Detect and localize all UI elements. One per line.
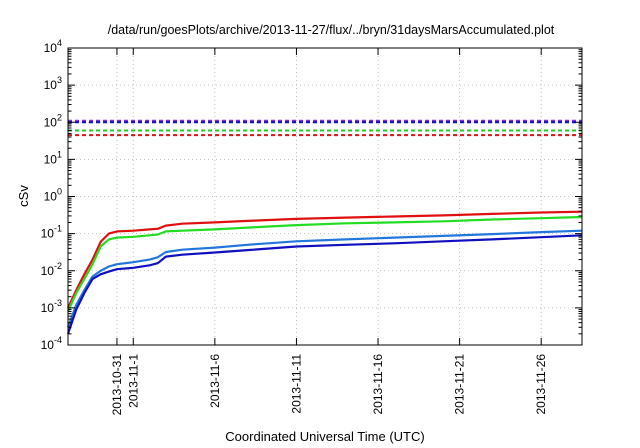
series-group [66, 210, 583, 335]
grid [68, 48, 582, 345]
y-tick-label: 101 [44, 149, 62, 166]
y-tick-exponent: -2 [54, 261, 62, 271]
series-line [66, 215, 583, 312]
x-tick-label: 2013-11-6 [208, 354, 222, 408]
y-tick-label: 10-2 [41, 261, 62, 278]
y-axis-label: cSv [16, 185, 31, 207]
y-tick-exponent: 2 [57, 112, 62, 122]
y-tick-label: 10-4 [41, 335, 62, 352]
y-tick-exponent: -3 [54, 298, 62, 308]
x-tick-label: 2013-11-1 [126, 354, 140, 408]
y-tick-label: 100 [44, 187, 62, 204]
series-line [66, 234, 583, 335]
y-tick-label: 102 [44, 112, 62, 129]
y-tick-label: 104 [44, 38, 62, 55]
y-tick-exponent: 1 [57, 149, 62, 159]
y-tick-exponent: 0 [57, 187, 62, 197]
x-tick-label: 2013-11-11 [289, 354, 303, 414]
y-tick-exponent: -4 [54, 335, 62, 345]
y-tick-label: 103 [44, 75, 62, 92]
x-tick-label: 2013-11-16 [371, 354, 385, 415]
x-tick-label: 2013-10-31 [110, 354, 124, 416]
y-tick-exponent: -1 [54, 224, 62, 234]
y-tick-exponent: 4 [57, 38, 62, 48]
y-tick-label: 10-3 [41, 298, 62, 315]
x-axis: 2013-10-31 2013-11-1 2013-11-6 2013-11-11 20… [110, 48, 548, 415]
chart-title: /data/run/goesPlots/archive/2013-11-27/f… [108, 23, 555, 37]
x-tick-label: 2013-11-21 [453, 354, 467, 415]
y-tick-exponent: 3 [57, 75, 62, 85]
x-tick-label: 2013-11-26 [534, 354, 548, 415]
series-line [66, 229, 583, 328]
series-line [67, 210, 583, 309]
reference-lines [68, 119, 582, 137]
y-tick-label: 10-1 [41, 224, 62, 241]
x-axis-label: Coordinated Universal Time (UTC) [225, 429, 424, 444]
